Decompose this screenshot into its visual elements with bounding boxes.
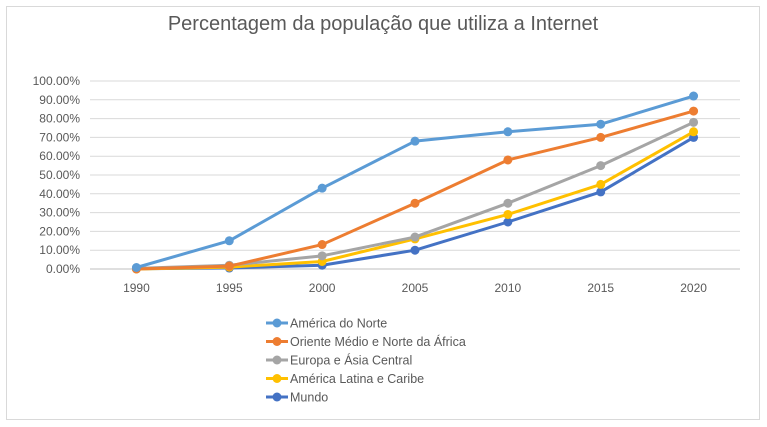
data-point bbox=[131, 262, 141, 272]
series-line bbox=[134, 109, 696, 271]
y-tick-label: 40.00% bbox=[39, 187, 80, 201]
legend-label: Oriente Médio e Norte da África bbox=[290, 334, 466, 349]
data-point bbox=[410, 232, 420, 242]
legend-marker bbox=[272, 355, 282, 365]
legend-entry: Mundo bbox=[266, 391, 328, 405]
data-point bbox=[317, 240, 327, 250]
data-point bbox=[503, 155, 513, 165]
legend-entry: Europa e Ásia Central bbox=[266, 353, 412, 368]
y-tick-label: 50.00% bbox=[39, 168, 80, 182]
x-axis-tick-labels: 1990 1995 2000 2005 2010 2015 2020 bbox=[123, 281, 707, 295]
data-point bbox=[410, 198, 420, 208]
y-tick-label: 0.00% bbox=[46, 262, 80, 276]
data-point bbox=[224, 236, 234, 246]
x-tick-label: 2000 bbox=[309, 281, 336, 295]
data-point bbox=[596, 179, 606, 189]
legend: América do Norte Oriente Médio e Norte da… bbox=[266, 317, 466, 405]
data-point bbox=[689, 127, 699, 137]
x-tick-label: 1995 bbox=[216, 281, 243, 295]
data-point bbox=[410, 245, 420, 255]
legend-entry: América do Norte bbox=[266, 317, 387, 331]
data-point bbox=[689, 106, 699, 116]
x-tick-label: 1990 bbox=[123, 281, 150, 295]
legend-entry: Oriente Médio e Norte da África bbox=[266, 334, 466, 349]
y-tick-label: 70.00% bbox=[39, 130, 80, 144]
x-tick-label: 2005 bbox=[402, 281, 429, 295]
legend-marker bbox=[272, 318, 282, 328]
legend-entry: América Latina e Caribe bbox=[266, 372, 424, 386]
chart-title: Percentagem da população que utiliza a I… bbox=[168, 13, 599, 35]
data-point bbox=[596, 119, 606, 129]
legend-marker bbox=[272, 374, 282, 383]
data-point bbox=[596, 187, 606, 197]
data-point bbox=[503, 127, 513, 137]
x-tick-label: 2020 bbox=[680, 281, 707, 295]
data-point bbox=[224, 261, 234, 271]
series-1 bbox=[131, 91, 699, 272]
data-point bbox=[689, 117, 699, 127]
data-point bbox=[596, 161, 606, 171]
legend-label: América Latina e Caribe bbox=[290, 372, 424, 386]
y-tick-label: 10.00% bbox=[39, 243, 80, 257]
data-point bbox=[503, 209, 513, 219]
data-point bbox=[503, 217, 513, 227]
data-point bbox=[596, 132, 606, 142]
legend-marker bbox=[272, 392, 282, 402]
data-point bbox=[503, 198, 513, 208]
y-axis-tick-labels: 0.00% 10.00% 20.00% 30.00% 40.00% 50.00% 60.00… bbox=[33, 74, 81, 276]
x-tick-label: 2010 bbox=[495, 281, 522, 295]
series-2 bbox=[131, 106, 699, 274]
y-tick-label: 60.00% bbox=[39, 149, 80, 163]
data-point bbox=[689, 91, 699, 101]
data-point bbox=[410, 136, 420, 146]
y-tick-label: 90.00% bbox=[39, 93, 80, 107]
x-tick-label: 2015 bbox=[587, 281, 614, 295]
legend-label: Europa e Ásia Central bbox=[290, 353, 412, 368]
legend-label: Mundo bbox=[290, 391, 328, 405]
series-lines bbox=[131, 91, 699, 274]
data-point bbox=[317, 183, 327, 193]
legend-label: América do Norte bbox=[290, 317, 387, 331]
y-tick-label: 30.00% bbox=[39, 206, 80, 220]
y-tick-label: 20.00% bbox=[39, 224, 80, 238]
y-tick-label: 80.00% bbox=[39, 112, 80, 126]
data-point bbox=[317, 251, 327, 261]
y-tick-label: 100.00% bbox=[33, 74, 81, 88]
legend-marker bbox=[272, 337, 282, 346]
